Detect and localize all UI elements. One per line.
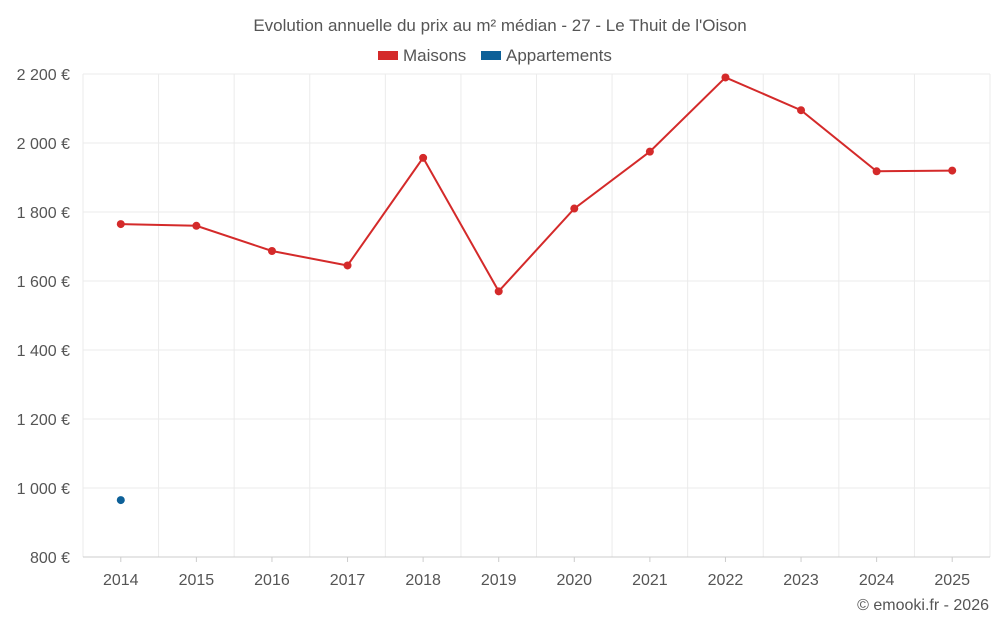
data-point-maisons[interactable] <box>192 221 201 230</box>
x-tick-label: 2025 <box>934 572 970 589</box>
legend-swatch-appartements <box>481 51 501 60</box>
data-point-maisons[interactable] <box>570 204 579 213</box>
data-point-maisons[interactable] <box>419 153 428 162</box>
legend-label-appartements[interactable]: Appartements <box>506 46 612 65</box>
credit-text: © emooki.fr - 2026 <box>857 597 989 614</box>
x-tick-label: 2016 <box>254 572 290 589</box>
series-maisons <box>116 73 957 296</box>
y-tick-label: 2 000 € <box>17 136 70 153</box>
y-tick-label: 1 600 € <box>17 274 70 291</box>
gridlines <box>82 73 991 558</box>
x-tick-label: 2021 <box>632 572 668 589</box>
y-tick-label: 1 200 € <box>17 412 70 429</box>
chart-title: Evolution annuelle du prix au m² médian … <box>253 16 746 35</box>
x-tick-label: 2020 <box>556 572 592 589</box>
x-tick-label: 2015 <box>179 572 215 589</box>
data-point-maisons[interactable] <box>797 106 806 115</box>
y-axis: 800 € 1 000 € 1 200 € 1 400 € 1 600 € 1 800 €… <box>17 67 70 567</box>
data-point-maisons[interactable] <box>872 167 881 176</box>
data-point-maisons[interactable] <box>645 147 654 156</box>
y-tick-label: 1 800 € <box>17 205 70 222</box>
series-line-maisons <box>120 76 953 293</box>
y-tick-label: 800 € <box>30 550 70 567</box>
legend-label-maisons[interactable]: Maisons <box>403 46 466 65</box>
x-tick-label: 2014 <box>103 572 139 589</box>
series-appartements <box>116 496 125 505</box>
y-tick-label: 1 000 € <box>17 481 70 498</box>
x-tick-label: 2022 <box>708 572 744 589</box>
series-layer <box>116 73 957 505</box>
x-tick-label: 2019 <box>481 572 517 589</box>
legend: Maisons Appartements <box>378 46 612 65</box>
y-tick-label: 1 400 € <box>17 343 70 360</box>
x-tick-label: 2018 <box>405 572 441 589</box>
data-point-maisons[interactable] <box>116 220 125 229</box>
x-axis: 2014 2015 2016 2017 2018 2019 2020 2021 2022 2023… <box>83 556 990 589</box>
legend-swatch-maisons <box>378 51 398 60</box>
data-point-maisons[interactable] <box>343 261 352 270</box>
data-point-maisons[interactable] <box>948 166 957 175</box>
data-point-appartements[interactable] <box>116 496 125 505</box>
data-point-maisons[interactable] <box>721 73 730 82</box>
x-tick-label: 2023 <box>783 572 819 589</box>
data-point-maisons[interactable] <box>267 246 276 255</box>
x-tick-label: 2017 <box>330 572 366 589</box>
data-point-maisons[interactable] <box>494 287 503 296</box>
y-tick-label: 2 200 € <box>17 67 70 84</box>
x-tick-label: 2024 <box>859 572 895 589</box>
